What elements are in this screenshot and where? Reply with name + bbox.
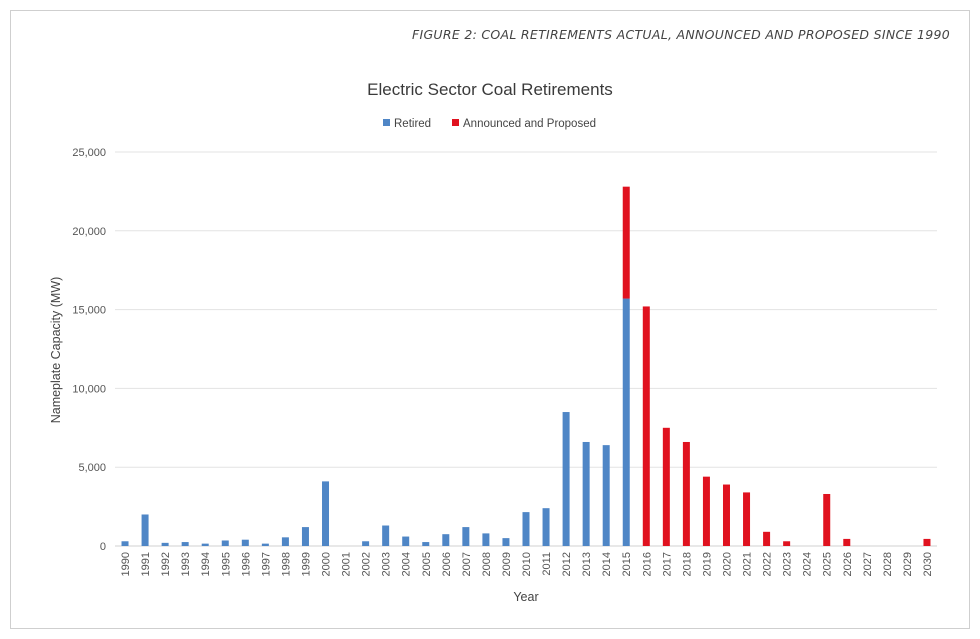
- bar-retired-1990: [121, 541, 129, 546]
- x-tick-label: 2025: [822, 552, 834, 576]
- bar-announced-2022: [763, 531, 771, 546]
- bar-retired-2013: [582, 441, 590, 546]
- y-tick-label: 25,000: [72, 147, 106, 159]
- x-tick-label: 2017: [661, 552, 673, 576]
- x-tick-label: 2010: [521, 552, 533, 576]
- gridlines: [115, 151, 937, 547]
- x-tick-label: 2012: [561, 552, 573, 576]
- x-tick-label: 2009: [501, 552, 513, 576]
- x-tick-label: 2027: [862, 552, 874, 576]
- bar-retired-1992: [161, 542, 169, 546]
- bar-retired-2009: [502, 538, 510, 546]
- x-tick-label: 1998: [280, 552, 292, 576]
- bar-retired-2005: [422, 542, 430, 546]
- legend-label-announced: Announced and Proposed: [463, 118, 596, 130]
- bar-retired-2014: [602, 445, 610, 546]
- bar-announced-2025: [823, 493, 831, 546]
- bar-retired-2000: [322, 481, 330, 546]
- y-axis-label: Nameplate Capacity (MW): [49, 277, 63, 424]
- x-axis-ticks: 1990 1991 1992 1993 1994 1995 1996 1997 1998 1999…: [120, 552, 934, 576]
- figure-frame: [10, 10, 970, 629]
- bar-retired-1995: [221, 540, 229, 546]
- y-tick-label: 20,000: [72, 226, 106, 238]
- x-axis-label: Year: [513, 590, 538, 604]
- y-tick-label: 10,000: [72, 383, 106, 395]
- x-tick-label: 1999: [300, 552, 312, 576]
- bar-retired-2012: [562, 412, 570, 546]
- x-tick-label: 1997: [260, 552, 272, 576]
- bar-announced-2030: [923, 538, 931, 546]
- bar-announced-2021: [743, 492, 751, 546]
- y-axis-ticks: 0 5,000 10,000 15,000 20,000 25,000: [72, 147, 106, 553]
- x-tick-label: 2021: [742, 552, 754, 576]
- chart-title: Electric Sector Coal Retirements: [367, 80, 613, 99]
- x-tick-label: 2007: [461, 552, 473, 576]
- x-tick-label: 2002: [361, 552, 373, 576]
- x-tick-label: 1991: [140, 552, 152, 576]
- bar-retired-2011: [542, 508, 550, 546]
- x-tick-label: 2028: [882, 552, 894, 576]
- legend: Retired Announced and Proposed: [383, 118, 596, 130]
- bar-retired-2015: [622, 298, 630, 546]
- x-tick-label: 1994: [200, 552, 212, 576]
- x-tick-label: 2024: [802, 552, 814, 576]
- bar-retired-2008: [482, 533, 490, 546]
- bar-announced-2016: [642, 306, 650, 546]
- y-tick-label: 0: [100, 541, 106, 553]
- legend-swatch-announced: [452, 119, 459, 126]
- x-tick-label: 2026: [842, 552, 854, 576]
- x-tick-label: 1992: [160, 552, 172, 576]
- x-tick-label: 2013: [581, 552, 593, 576]
- x-tick-label: 1990: [120, 552, 132, 576]
- bar-retired-2004: [402, 536, 410, 546]
- x-tick-label: 2019: [701, 552, 713, 576]
- x-tick-label: 2018: [681, 552, 693, 576]
- x-tick-label: 2005: [421, 552, 433, 576]
- bar-retired-2007: [462, 527, 470, 546]
- bar-retired-1991: [141, 514, 149, 546]
- bar-retired-1996: [241, 539, 249, 546]
- figure-caption: FIGURE 2: COAL RETIREMENTS ACTUAL, ANNOU…: [411, 27, 950, 42]
- bar-retired-2002: [362, 541, 370, 546]
- x-tick-label: 1993: [180, 552, 192, 576]
- x-tick-label: 2008: [481, 552, 493, 576]
- x-tick-label: 2004: [401, 552, 413, 576]
- bar-announced-2019: [702, 476, 710, 546]
- bar-announced-2026: [843, 538, 851, 546]
- x-tick-label: 2030: [922, 552, 934, 576]
- bar-retired-1997: [261, 543, 269, 546]
- x-tick-label: 2029: [902, 552, 914, 576]
- bar-announced-2015: [622, 186, 630, 299]
- x-tick-label: 2022: [762, 552, 774, 576]
- x-tick-label: 2015: [621, 552, 633, 576]
- x-tick-label: 2006: [441, 552, 453, 576]
- x-tick-label: 2014: [601, 552, 613, 576]
- x-tick-label: 2003: [381, 552, 393, 576]
- bar-retired-1999: [301, 527, 309, 546]
- bar-announced-2017: [662, 427, 670, 546]
- bar-announced-2018: [682, 441, 690, 546]
- bar-announced-2023: [783, 541, 791, 546]
- x-tick-label: 1996: [240, 552, 252, 576]
- x-tick-label: 2023: [782, 552, 794, 576]
- bars: [121, 186, 931, 546]
- x-tick-label: 2020: [721, 552, 733, 576]
- bar-retired-1998: [281, 537, 289, 546]
- y-tick-label: 15,000: [72, 305, 106, 317]
- bar-announced-2020: [722, 484, 730, 546]
- x-tick-label: 2011: [541, 552, 553, 576]
- x-tick-label: 2016: [641, 552, 653, 576]
- bar-retired-1993: [181, 542, 189, 546]
- x-tick-label: 2000: [321, 552, 333, 576]
- legend-swatch-retired: [383, 119, 390, 126]
- x-tick-label: 1995: [220, 552, 232, 576]
- x-tick-label: 2001: [341, 552, 353, 576]
- bar-retired-2006: [442, 534, 450, 546]
- bar-retired-2010: [522, 512, 530, 546]
- bar-retired-1994: [201, 543, 209, 546]
- bar-retired-2003: [382, 525, 390, 546]
- y-tick-label: 5,000: [78, 462, 106, 474]
- legend-label-retired: Retired: [394, 118, 431, 130]
